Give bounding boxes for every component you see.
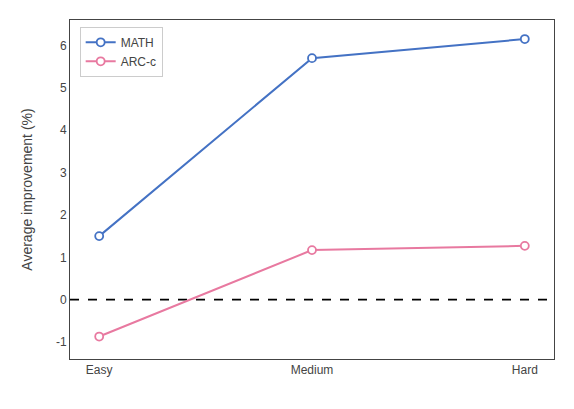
svg-text:5: 5 bbox=[60, 81, 67, 95]
svg-text:-1: -1 bbox=[56, 335, 67, 349]
svg-text:Medium: Medium bbox=[291, 363, 334, 377]
svg-text:Hard: Hard bbox=[512, 363, 538, 377]
svg-text:6: 6 bbox=[60, 39, 67, 53]
svg-text:1: 1 bbox=[60, 250, 67, 264]
svg-text:2: 2 bbox=[60, 208, 67, 222]
svg-text:MATH: MATH bbox=[121, 36, 154, 50]
svg-text:0: 0 bbox=[60, 293, 67, 307]
svg-text:ARC-c: ARC-c bbox=[121, 55, 156, 69]
svg-text:Easy: Easy bbox=[86, 363, 113, 377]
svg-text:Average improvement (%): Average improvement (%) bbox=[19, 108, 35, 270]
svg-text:4: 4 bbox=[60, 123, 67, 137]
svg-text:3: 3 bbox=[60, 166, 67, 180]
